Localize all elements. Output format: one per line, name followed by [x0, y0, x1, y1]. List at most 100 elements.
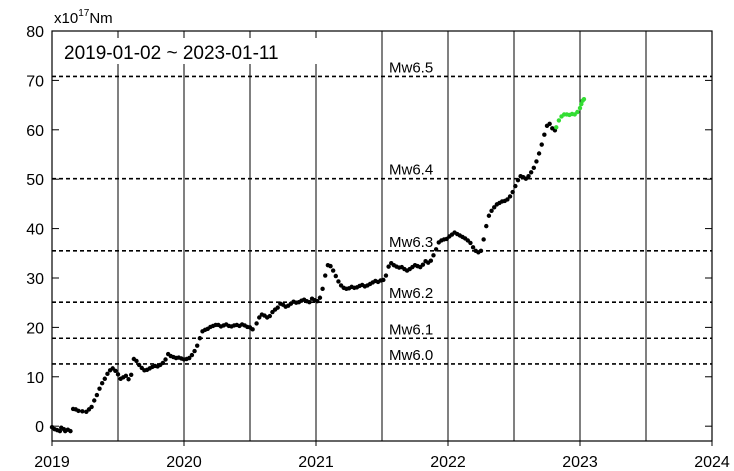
data-point [554, 125, 559, 130]
x-axis-ticks: 2019 2020 2021 2022 2023 2024 [34, 441, 730, 471]
data-point [386, 264, 391, 269]
data-point [267, 313, 272, 319]
data-point [257, 315, 262, 320]
reference-line-label: Mw6.2 [389, 285, 433, 302]
x-tick-label: 2024 [694, 454, 730, 471]
x-tick-label: 2022 [430, 454, 466, 471]
data-point [513, 183, 518, 189]
data-point [481, 237, 486, 242]
data-point [254, 321, 259, 326]
x-tick-label: 2021 [298, 454, 334, 471]
reference-line-label: Mw6.0 [389, 347, 433, 364]
period-label: 2019-01-02 ~ 2023-01-11 [64, 43, 279, 64]
data-point [470, 245, 476, 250]
data-point [315, 299, 320, 304]
y-axis-unit: x1017Nm [54, 8, 113, 27]
data-point [526, 174, 531, 179]
data-point [420, 262, 426, 267]
data-point [160, 360, 166, 366]
data-point [136, 362, 142, 368]
data-point [515, 177, 521, 183]
data-point [531, 165, 536, 171]
data-point [89, 404, 94, 410]
data-point [195, 343, 200, 348]
data-point [307, 299, 312, 305]
data-point [76, 408, 81, 414]
y-tick-label: 80 [26, 24, 44, 41]
data-point [197, 336, 203, 341]
data-point [579, 101, 584, 107]
y-tick-label: 30 [26, 271, 44, 288]
data-point [323, 273, 328, 278]
data-point [547, 121, 552, 127]
period-label-background [58, 38, 343, 64]
data-point [510, 189, 515, 195]
data-point [126, 377, 131, 382]
y-tick-label: 0 [35, 419, 44, 436]
data-point [97, 386, 102, 391]
vertical-grid-lines [117, 31, 647, 441]
y-tick-label: 60 [26, 123, 44, 140]
data-point [468, 240, 473, 246]
magnitude-reference-lines: Mw6.5 Mw6.4 Mw6.3 Mw6.2 Mw6.1 Mw6.0 [52, 59, 712, 365]
plot-frame [51, 30, 713, 442]
data-point [68, 428, 73, 434]
data-point [57, 428, 63, 434]
data-point [581, 96, 587, 102]
data-point [536, 151, 542, 156]
data-point [163, 357, 168, 362]
data-point [539, 142, 544, 147]
data-point [328, 263, 333, 269]
data-point [105, 371, 110, 377]
unit-prefix: x10 [54, 10, 78, 27]
data-point [317, 295, 323, 300]
data-point [577, 105, 583, 111]
data-point [187, 355, 192, 361]
data-point [330, 268, 336, 273]
y-tick-label: 40 [26, 222, 44, 239]
data-point [320, 286, 325, 292]
data-point [431, 253, 436, 258]
data-point [333, 273, 338, 279]
data-point [134, 358, 139, 364]
x-tick-label: 2020 [166, 454, 202, 471]
data-point [575, 109, 580, 115]
data-point [123, 373, 129, 378]
data-point [484, 223, 489, 229]
data-point [507, 194, 513, 199]
unit-exponent: 17 [78, 8, 90, 19]
data-point [80, 409, 85, 414]
data-point [129, 372, 134, 378]
data-point [94, 392, 100, 398]
data-points [49, 96, 587, 434]
reference-line-label: Mw6.1 [389, 321, 433, 338]
y-axis-ticks: 0 10 20 30 40 50 60 70 80 [26, 24, 712, 436]
data-point [428, 258, 434, 263]
data-point [92, 398, 97, 403]
data-point [250, 327, 255, 332]
data-point [189, 352, 195, 358]
y-tick-label: 50 [26, 172, 44, 189]
unit-suffix: Nm [89, 10, 112, 27]
data-point [528, 170, 534, 175]
data-point [336, 279, 341, 284]
data-point [99, 381, 105, 386]
y-tick-label: 20 [26, 320, 44, 337]
data-point [556, 118, 562, 123]
data-point [534, 159, 539, 164]
x-tick-label: 2019 [34, 454, 70, 471]
data-point [433, 247, 439, 252]
data-point [489, 208, 494, 214]
data-point [113, 368, 118, 374]
data-point [505, 197, 510, 202]
data-point [381, 277, 386, 283]
data-point [486, 213, 492, 218]
data-point [275, 305, 280, 310]
reference-line-label: Mw6.3 [389, 234, 433, 251]
reference-line-label: Mw6.4 [389, 162, 433, 179]
reference-line-label: Mw6.5 [389, 59, 433, 76]
data-point [492, 205, 497, 210]
y-tick-label: 10 [26, 370, 44, 387]
y-tick-label: 70 [26, 73, 44, 90]
